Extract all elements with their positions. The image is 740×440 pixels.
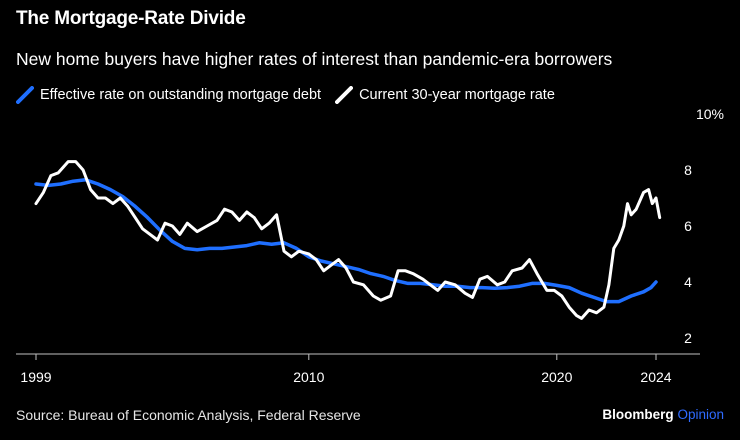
chart-title: The Mortgage-Rate Divide [16,8,246,29]
blue-line-icon [16,86,34,104]
series-line-current-rate [34,160,662,320]
y-tick-label: 4 [684,274,692,290]
y-tick-label: 2 [684,330,692,346]
y-tick-label: 10% [696,106,724,122]
x-tick-label: 1999 [20,369,51,385]
white-line-icon [335,86,354,104]
x-tick-label: 2010 [293,369,324,385]
brand-accent: Opinion [677,407,724,422]
brand-logo: Bloomberg Opinion [602,407,724,422]
legend-item-effective-rate: Effective rate on outstanding mortgage d… [16,86,321,104]
legend-item-current-rate: Current 30-year mortgage rate [335,86,555,104]
legend-label-effective-rate: Effective rate on outstanding mortgage d… [40,87,322,103]
brand-name: Bloomberg [602,407,674,422]
y-tick-label: 6 [684,218,692,234]
source-note: Source: Bureau of Economic Analysis, Fed… [16,407,361,423]
x-tick-label: 2024 [640,369,671,385]
legend: Effective rate on outstanding mortgage d… [16,86,569,104]
y-tick-label: 8 [684,162,692,178]
chart-subtitle: New home buyers have higher rates of int… [16,49,613,69]
x-tick-label: 2020 [541,369,572,385]
legend-label-current-rate: Current 30-year mortgage rate [359,87,555,103]
series-line-effective-rate [34,178,658,304]
